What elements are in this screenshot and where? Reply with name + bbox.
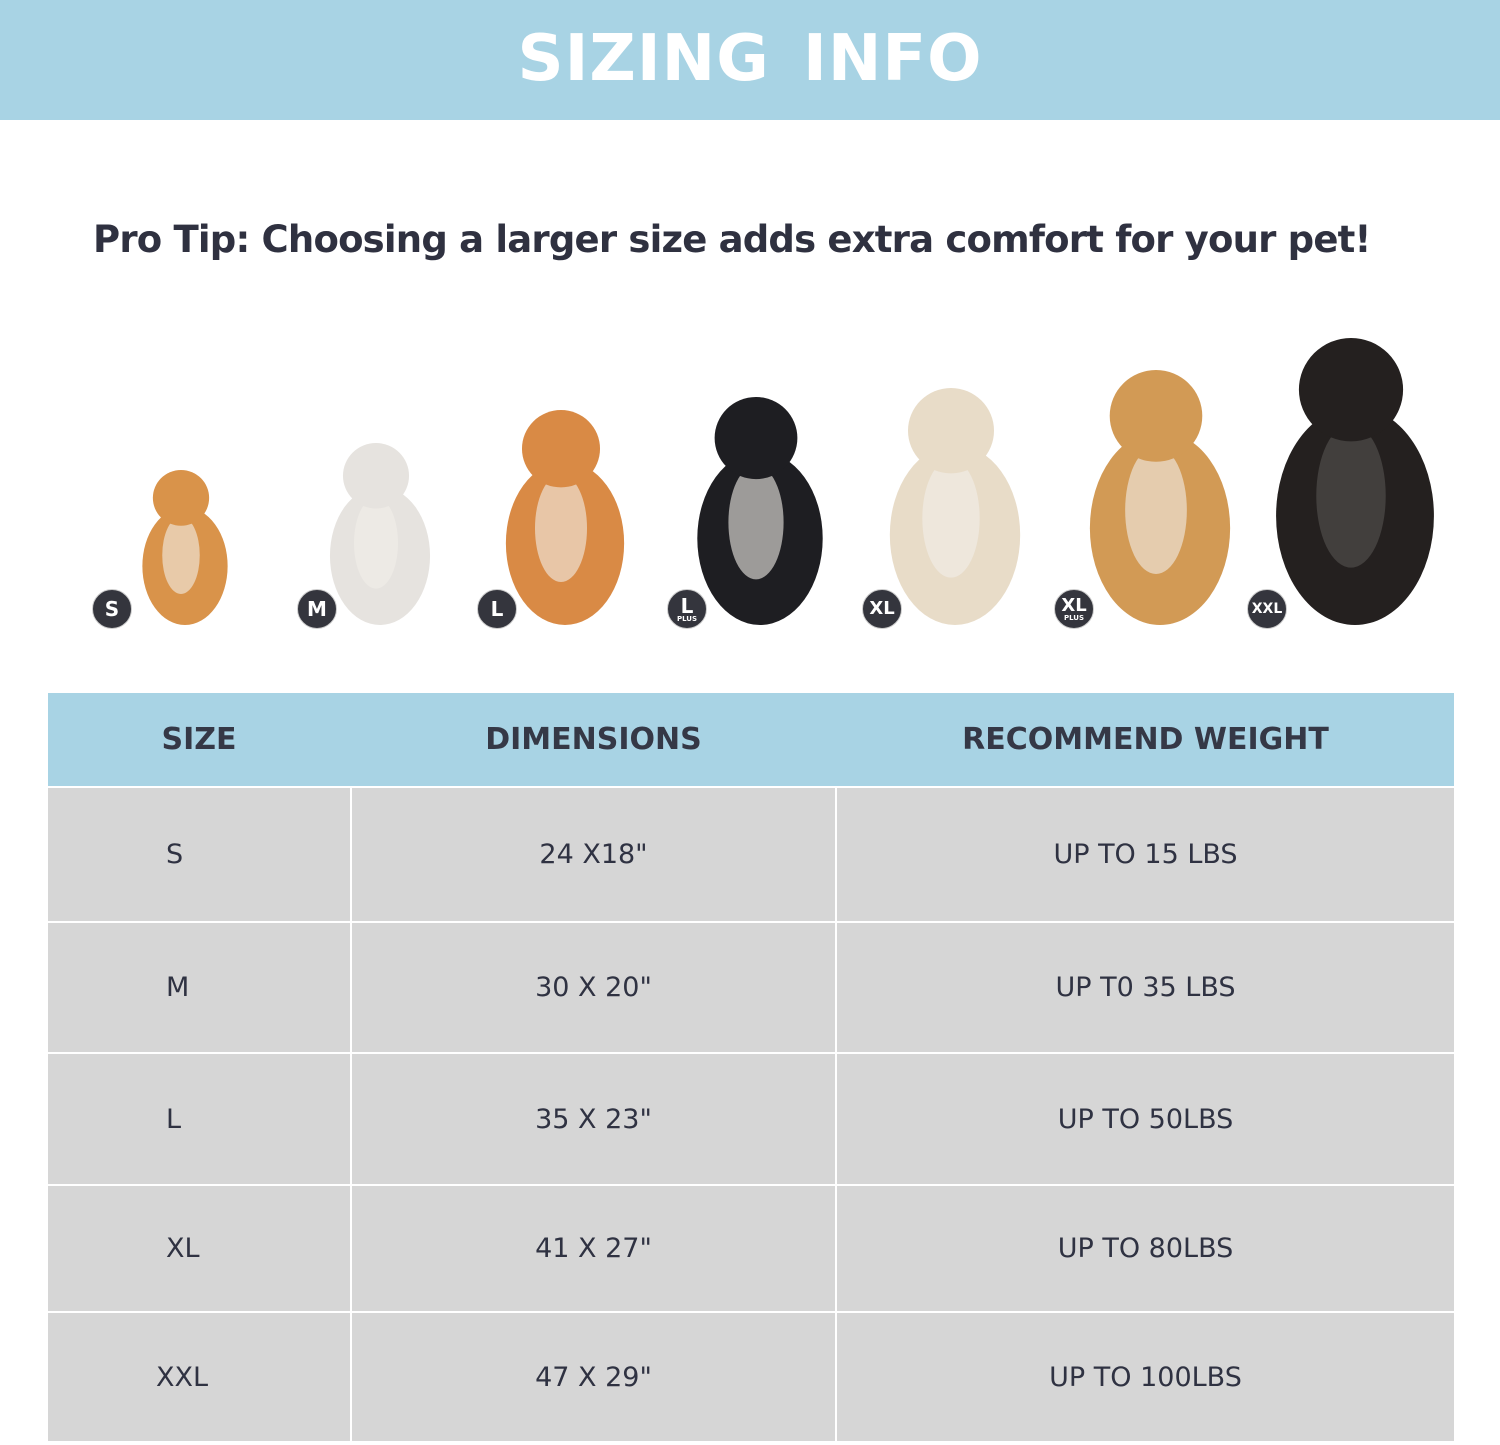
header-banner: SIZING INFO: [0, 0, 1500, 120]
size-cell: L: [48, 1054, 350, 1184]
dog-illustrations: [142, 338, 1434, 625]
badge-size-label: S: [104, 597, 120, 621]
badge-size-label: L: [490, 597, 504, 621]
dimensions-cell: 47 X 29": [352, 1313, 835, 1441]
header-size: SIZE: [161, 722, 237, 757]
badge-size-label: XL: [1061, 594, 1087, 616]
badge-plus-label: PLUS: [676, 614, 698, 623]
size-badge: M: [297, 589, 337, 629]
dog-image: [329, 443, 431, 625]
table-row: L 35 X 23" UP TO 50LBS: [48, 1054, 1454, 1184]
weight-cell: UP TO 100LBS: [837, 1313, 1454, 1441]
dog-image: [1089, 370, 1231, 625]
table-row: S 24 X18" UP TO 15 LBS: [48, 788, 1454, 921]
size-badge: L PLUS: [667, 589, 707, 629]
dog-image: [142, 470, 228, 625]
pro-tip: Pro Tip: Choosing a larger size adds ext…: [93, 218, 1371, 261]
dog-image: [697, 397, 823, 625]
dimensions-cell: 35 X 23": [352, 1054, 835, 1184]
dimensions-cell: 24 X18": [352, 788, 835, 921]
size-table: SIZE DIMENSIONS RECOMMEND WEIGHT S 24 X18…: [48, 693, 1454, 1441]
dimensions-cell: 30 X 20": [352, 923, 835, 1052]
badge-size-label: XXL: [1251, 601, 1283, 617]
dog-image: [889, 388, 1021, 625]
dimensions-cell: 41 X 27": [352, 1186, 835, 1311]
header-weight: RECOMMEND WEIGHT: [962, 722, 1329, 757]
size-cell: XL: [48, 1186, 350, 1311]
page-title: SIZING INFO: [517, 22, 983, 96]
size-cell: M: [48, 923, 350, 1052]
size-cell: S: [48, 788, 350, 921]
weight-cell: UP T0 35 LBS: [837, 923, 1454, 1052]
dog-image: [1276, 338, 1434, 625]
weight-cell: UP TO 50LBS: [837, 1054, 1454, 1184]
weight-cell: UP TO 80LBS: [837, 1186, 1454, 1311]
dog-image: [505, 410, 625, 625]
table-row: XXL 47 X 29" UP TO 100LBS: [48, 1313, 1454, 1441]
badge-size-label: L: [680, 593, 694, 618]
size-badge: XXL: [1247, 589, 1287, 629]
size-badge: XL: [862, 589, 902, 629]
size-badge: S: [92, 589, 132, 629]
badge-size-label: XL: [869, 598, 895, 619]
size-badge: XL PLUS: [1054, 589, 1094, 629]
table-row: M 30 X 20" UP T0 35 LBS: [48, 923, 1454, 1052]
table-row: XL 41 X 27" UP TO 80LBS: [48, 1186, 1454, 1311]
size-badge: L: [477, 589, 517, 629]
dog-size-lineup: S M L L PLUS XL XL PLUS XXL: [0, 320, 1500, 650]
badge-plus-label: PLUS: [1063, 613, 1085, 622]
table-header: SIZE DIMENSIONS RECOMMEND WEIGHT: [48, 693, 1454, 786]
header-dimensions: DIMENSIONS: [485, 722, 702, 757]
badge-size-label: M: [307, 597, 327, 621]
weight-cell: UP TO 15 LBS: [837, 788, 1454, 921]
size-cell: XXL: [48, 1313, 350, 1441]
